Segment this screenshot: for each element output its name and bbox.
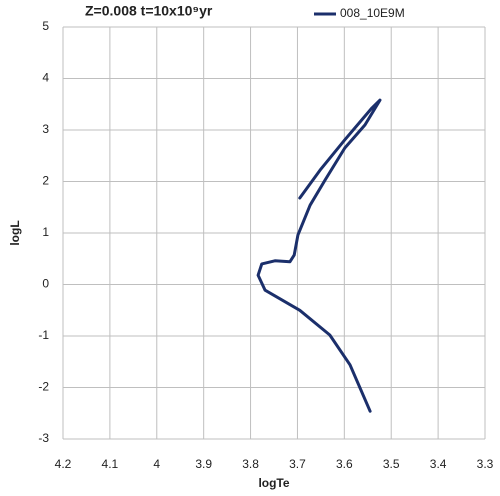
x-tick-label: 4.2 — [55, 457, 72, 471]
x-tick-label: 3.5 — [383, 457, 400, 471]
x-tick-label: 4.1 — [102, 457, 119, 471]
legend-label: 008_10E9M — [340, 6, 405, 20]
y-tick-label: -1 — [38, 328, 49, 342]
y-tick-label: 4 — [42, 71, 49, 85]
y-tick-label: 3 — [42, 122, 49, 136]
x-tick-label: 3.7 — [289, 457, 306, 471]
y-tick-label: 2 — [42, 174, 49, 188]
chart-title: Z=0.008 t=10x10⁹yr — [85, 3, 213, 19]
y-tick-label: -2 — [38, 380, 49, 394]
x-tick-label: 3.3 — [477, 457, 494, 471]
x-tick-label: 4 — [153, 457, 160, 471]
y-axis-label: logL — [8, 220, 22, 245]
x-tick-label: 3.4 — [430, 457, 447, 471]
y-tick-label: -3 — [38, 431, 49, 445]
x-axis-label: logTe — [258, 476, 289, 490]
data-line — [256, 98, 382, 413]
x-tick-label: 3.8 — [242, 457, 259, 471]
y-tick-label: 1 — [42, 225, 49, 239]
x-tick-label: 3.9 — [195, 457, 212, 471]
x-tick-label: 3.6 — [336, 457, 353, 471]
y-tick-label: 5 — [42, 19, 49, 33]
y-tick-label: 0 — [42, 277, 49, 291]
